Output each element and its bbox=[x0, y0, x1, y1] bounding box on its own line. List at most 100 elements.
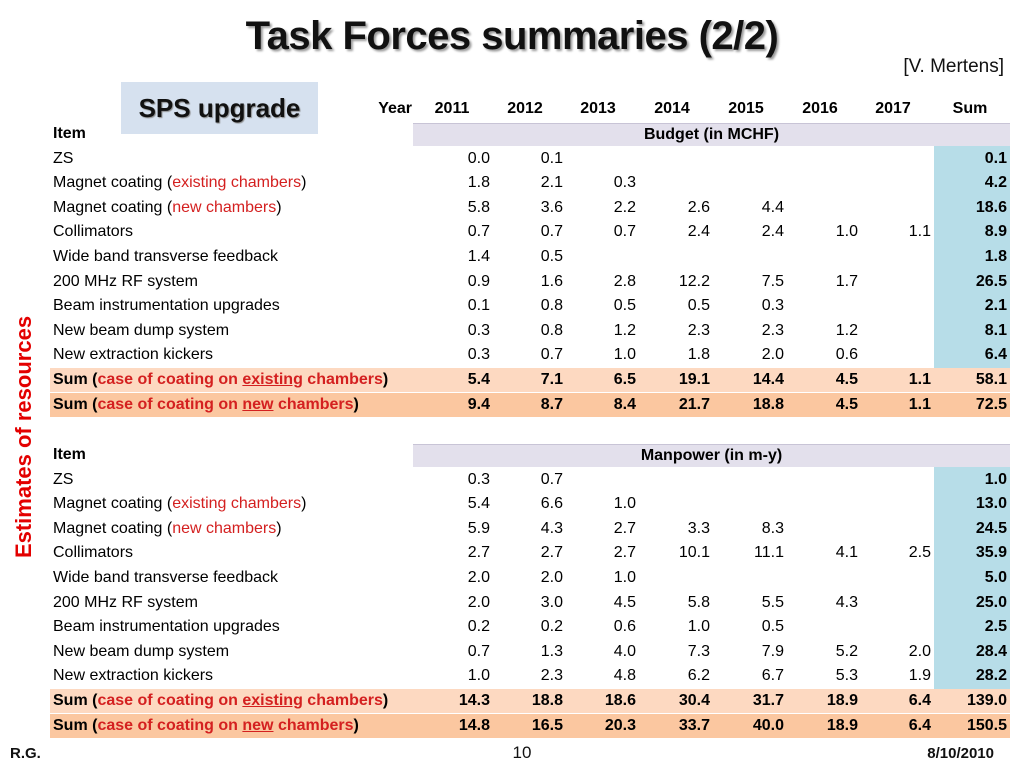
row-label: ZS bbox=[53, 147, 73, 171]
value-cell bbox=[851, 245, 931, 269]
row-label-text: 200 MHz RF system bbox=[53, 272, 198, 290]
value-cell: 0.7 bbox=[540, 346, 563, 364]
value-cell bbox=[630, 171, 710, 195]
row-label: ZS bbox=[53, 468, 73, 492]
value-cell: 2.0 bbox=[540, 569, 563, 586]
row-label-part: Magnet coating ( bbox=[53, 198, 173, 216]
row-label-part: new chambers bbox=[172, 519, 277, 537]
value-cell: 0.5 bbox=[761, 618, 784, 636]
value-cell: 20.3 bbox=[604, 716, 636, 734]
value-cell: 0.3 bbox=[467, 470, 490, 488]
row-label: New beam dump system bbox=[53, 640, 229, 664]
value-cell bbox=[851, 492, 931, 516]
value-cell: 0.8 bbox=[540, 321, 563, 339]
table-row: Beam instrumentation upgrades 0.1 0.8 0.5 0.… bbox=[50, 294, 1010, 318]
value-cell: 0.3 bbox=[467, 346, 490, 364]
row-label-text: Beam instrumentation upgrades bbox=[53, 297, 280, 315]
value-cell bbox=[704, 468, 784, 492]
row-label: Beam instrumentation upgrades bbox=[53, 615, 280, 639]
year-header-cell: 2015 bbox=[728, 100, 764, 117]
value-cell bbox=[630, 492, 710, 516]
value-cell bbox=[778, 294, 858, 318]
value-cell bbox=[630, 468, 710, 492]
row-label: Sum (case of coating on existing chamber… bbox=[53, 368, 388, 392]
value-cell: 6.2 bbox=[687, 667, 710, 685]
value-cell: 7.3 bbox=[687, 642, 710, 660]
row-label-part: ) bbox=[301, 495, 307, 513]
value-cell: 18.8 bbox=[531, 692, 563, 709]
sum-cell: 1.0 bbox=[984, 470, 1007, 488]
value-cell bbox=[704, 245, 784, 269]
row-label: Magnet coating (new chambers) bbox=[53, 196, 282, 220]
value-cell bbox=[778, 492, 858, 516]
footer-date: 8/10/2010 bbox=[927, 745, 994, 762]
value-cell: 5.8 bbox=[687, 593, 710, 611]
table-row: Magnet coating (new chambers) 5.8 3.6 2.2 2.… bbox=[50, 196, 1010, 220]
value-cell: 1.7 bbox=[835, 272, 858, 290]
year-header-cell: Sum bbox=[952, 100, 988, 117]
value-cell: 0.3 bbox=[467, 321, 490, 339]
value-cell: 2.7 bbox=[467, 544, 490, 562]
value-cell: 1.0 bbox=[613, 569, 636, 586]
table-row: 200 MHz RF system 2.0 3.0 4.5 5.8 5.5 4.3 25.0 bbox=[50, 591, 1010, 615]
value-cell bbox=[851, 517, 931, 541]
value-cell: 6.4 bbox=[908, 692, 931, 709]
sum-cell: 5.0 bbox=[984, 569, 1007, 586]
row-label-part: Magnet coating ( bbox=[53, 174, 173, 192]
value-cell: 7.5 bbox=[761, 272, 784, 290]
value-cell bbox=[556, 468, 636, 492]
value-cell bbox=[630, 245, 710, 269]
value-cell: 14.4 bbox=[752, 371, 784, 388]
value-cell: 5.8 bbox=[467, 198, 490, 216]
value-cell: 8.4 bbox=[613, 395, 636, 413]
sum-cell: 18.6 bbox=[975, 198, 1007, 216]
table-row: Wide band transverse feedback 1.4 0.5 1.8 bbox=[50, 245, 1010, 269]
value-cell: 40.0 bbox=[752, 716, 784, 734]
value-cell: 1.0 bbox=[467, 667, 490, 685]
year-header-cell: 2012 bbox=[507, 100, 543, 117]
sps-upgrade-label: SPS upgrade bbox=[138, 92, 301, 123]
row-label-part: ) bbox=[301, 174, 307, 192]
sum-cell: 6.4 bbox=[984, 346, 1007, 364]
table-row: 200 MHz RF system 0.9 1.6 2.8 12.2 7.5 1.7 26.5 bbox=[50, 270, 1010, 294]
row-label: Magnet coating (new chambers) bbox=[53, 517, 282, 541]
row-label-part: ) bbox=[353, 716, 359, 734]
row-label-text: 200 MHz RF system bbox=[53, 593, 198, 611]
value-cell: 5.2 bbox=[835, 642, 858, 660]
value-cell: 2.7 bbox=[540, 544, 563, 562]
value-cell: 0.9 bbox=[467, 272, 490, 290]
value-cell: 0.6 bbox=[613, 618, 636, 636]
value-cell bbox=[851, 615, 931, 639]
year-label: Year bbox=[378, 100, 412, 117]
value-cell bbox=[556, 245, 636, 269]
row-label: New extraction kickers bbox=[53, 664, 213, 688]
slide-title: Task Forces summaries (2/2) bbox=[245, 14, 779, 58]
value-cell: 2.0 bbox=[908, 642, 931, 660]
row-label-part: Magnet coating ( bbox=[53, 495, 173, 513]
sum-cell: 58.1 bbox=[975, 371, 1007, 388]
value-cell: 6.6 bbox=[540, 495, 563, 513]
value-cell bbox=[851, 171, 931, 195]
value-cell: 2.3 bbox=[687, 321, 710, 339]
row-label-part: new bbox=[242, 716, 274, 734]
value-cell bbox=[704, 147, 784, 171]
row-label-text: Beam instrumentation upgrades bbox=[53, 618, 280, 636]
value-cell: 10.1 bbox=[678, 544, 710, 562]
value-cell: 1.0 bbox=[613, 495, 636, 513]
table-row: New extraction kickers 0.3 0.7 1.0 1.8 2.0 0.6… bbox=[50, 343, 1010, 367]
value-cell: 2.0 bbox=[761, 346, 784, 364]
value-cell: 9.4 bbox=[467, 395, 490, 413]
value-cell: 21.7 bbox=[678, 395, 710, 413]
value-cell: 0.2 bbox=[467, 618, 490, 636]
row-label-part: existing chambers bbox=[172, 174, 302, 192]
row-label-part: existing chambers bbox=[172, 495, 302, 513]
value-cell: 0.1 bbox=[467, 297, 490, 315]
value-cell bbox=[630, 147, 710, 171]
value-cell: 1.3 bbox=[540, 642, 563, 660]
value-cell: 0.1 bbox=[540, 149, 563, 167]
row-label: Magnet coating (existing chambers) bbox=[53, 171, 306, 195]
value-cell: 11.1 bbox=[754, 544, 784, 562]
value-cell: 0.3 bbox=[761, 297, 784, 315]
row-label-part: chambers bbox=[302, 371, 383, 388]
row-label: 200 MHz RF system bbox=[53, 270, 198, 294]
